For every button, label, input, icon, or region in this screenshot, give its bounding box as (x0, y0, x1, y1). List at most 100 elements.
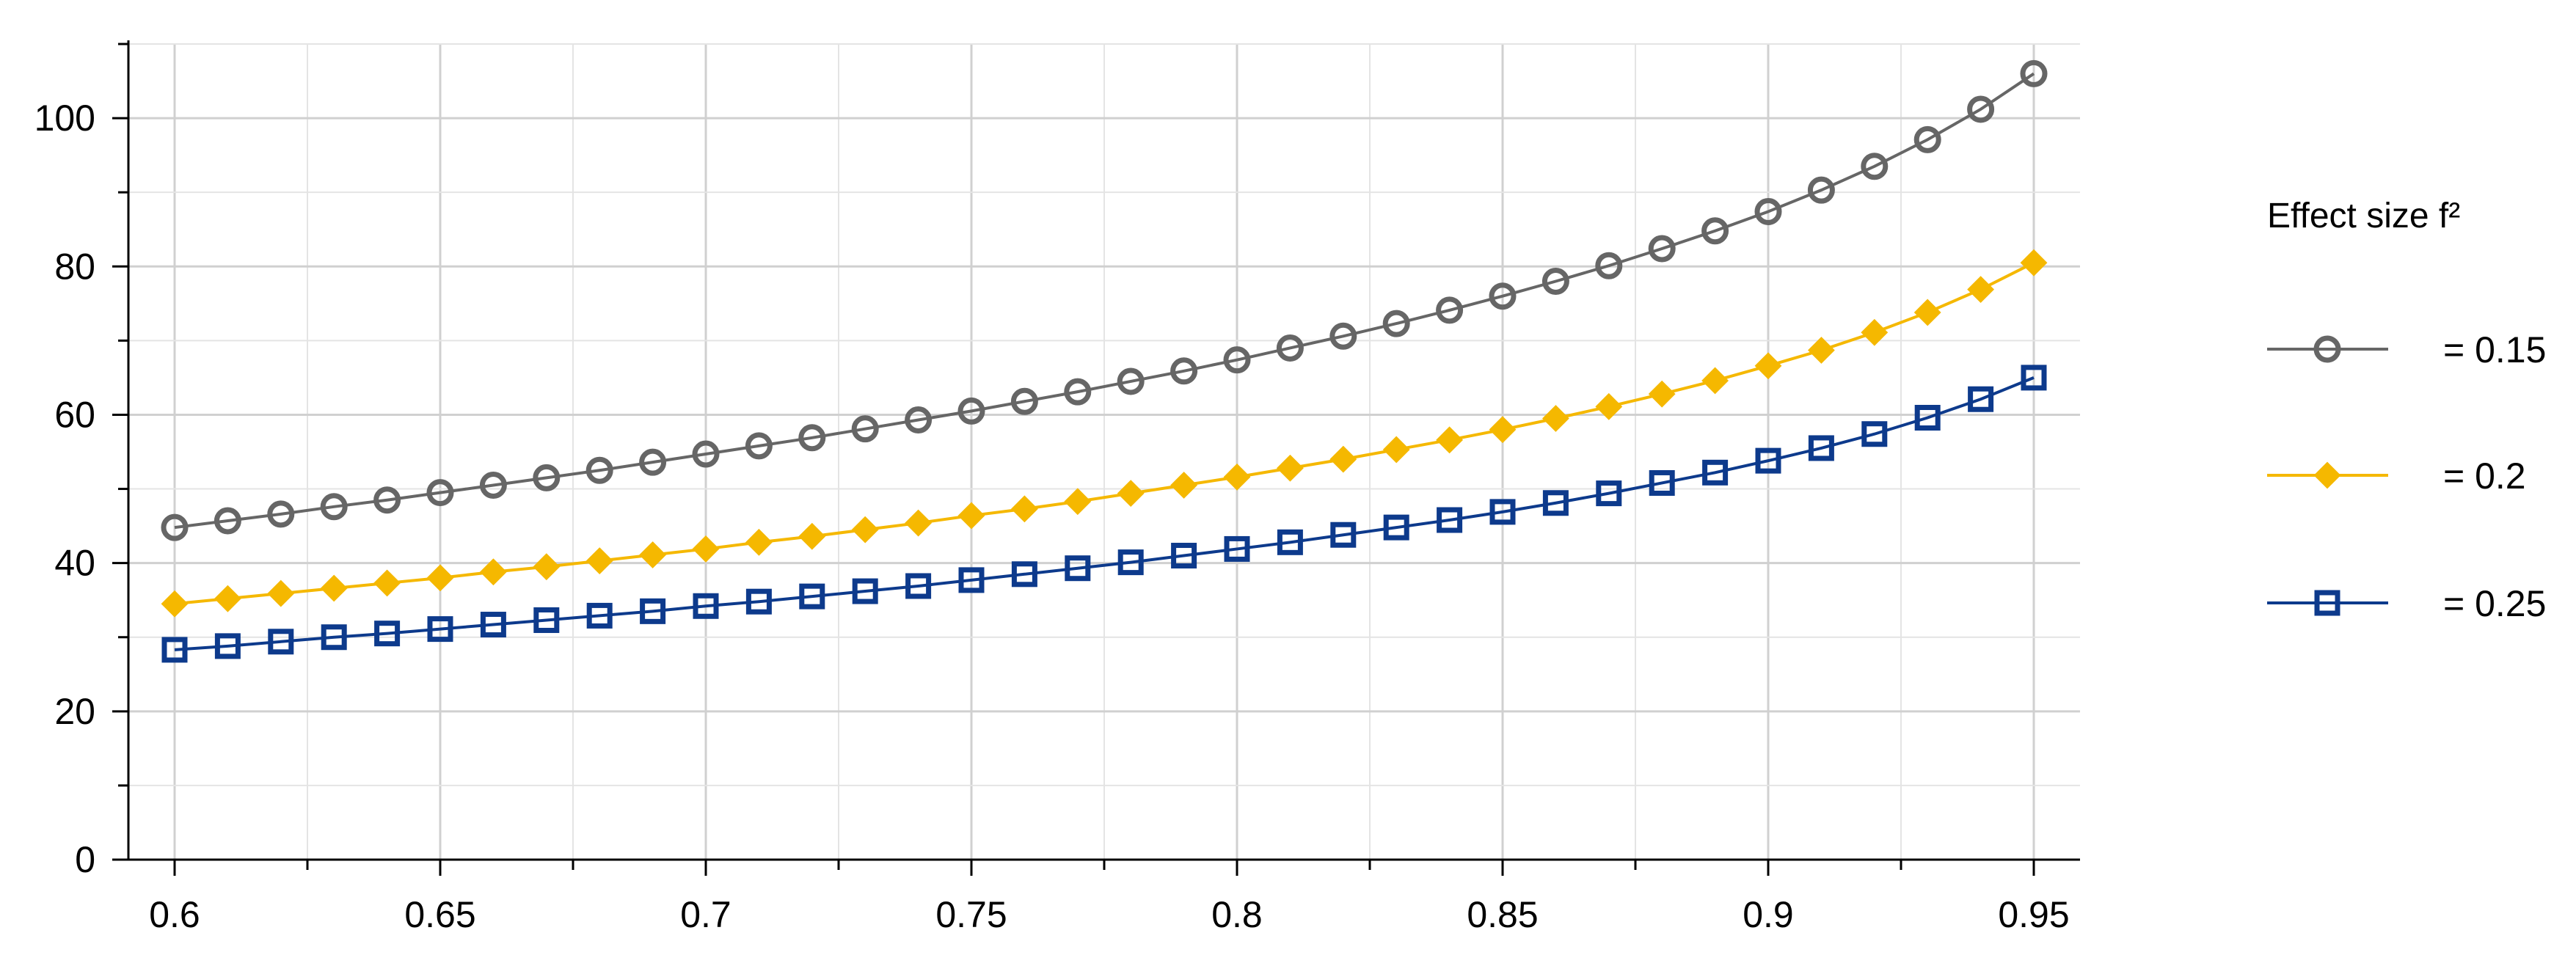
data-point (1967, 276, 1995, 304)
data-point (1541, 405, 1569, 432)
data-point (1170, 357, 1198, 385)
data-point (1913, 125, 1941, 153)
data-point (1223, 346, 1251, 374)
data-point (373, 569, 401, 597)
x-tick-label: 0.85 (1467, 894, 1538, 935)
data-point (1755, 447, 1781, 474)
data-point (268, 629, 294, 655)
data-point (639, 541, 667, 568)
data-point (1437, 507, 1463, 533)
data-point (1489, 282, 1517, 310)
legend-swatch-marker (2313, 335, 2341, 363)
data-point (1383, 514, 1409, 541)
data-point (1329, 322, 1357, 350)
data-point (479, 558, 507, 586)
data-point (1223, 463, 1251, 491)
data-point (745, 528, 773, 556)
data-point (1010, 495, 1038, 523)
data-point (1754, 352, 1782, 380)
data-point (1968, 386, 1994, 412)
data-point (1330, 522, 1357, 548)
data-point (2021, 365, 2047, 391)
x-tick-label: 0.65 (404, 894, 475, 935)
legend-label: = 0.25 (2443, 583, 2546, 624)
data-point (426, 564, 454, 592)
series-2 (161, 249, 2048, 618)
data-point (1967, 95, 1995, 123)
data-point (1064, 488, 1092, 516)
data-point (1276, 454, 1304, 482)
legend-item: = 0.2 (2267, 455, 2526, 497)
legend-item: = 0.15 (2267, 329, 2546, 370)
data-point (321, 624, 347, 651)
data-point (320, 493, 348, 521)
data-point (1489, 416, 1517, 444)
data-point (320, 574, 348, 602)
data-point (1117, 367, 1145, 395)
legend-label: = 0.15 (2443, 329, 2546, 370)
data-point (1171, 543, 1197, 569)
y-axis-ticks: 0 20 40 60 80 100 (34, 43, 128, 880)
data-point (1648, 235, 1676, 263)
data-point (1914, 404, 1941, 431)
data-point (1436, 426, 1464, 454)
data-point (1702, 459, 1729, 486)
data-point (267, 579, 295, 607)
data-point (427, 616, 453, 643)
data-point (374, 621, 401, 647)
data-point (479, 471, 507, 499)
data-point (851, 516, 879, 544)
data-point (1117, 549, 1144, 576)
data-point (214, 633, 241, 659)
data-point (1807, 176, 1835, 204)
grid (128, 43, 2080, 860)
x-tick-label: 0.75 (935, 894, 1007, 935)
data-point (373, 486, 401, 514)
data-point (798, 522, 826, 550)
data-point (267, 500, 295, 528)
data-point (745, 588, 772, 615)
data-point (799, 583, 825, 610)
data-point (905, 573, 932, 599)
data-point (1648, 380, 1676, 408)
data-point (852, 578, 878, 604)
data-point (957, 502, 985, 530)
data-point (2020, 249, 2048, 277)
legend-swatch-marker (2313, 461, 2341, 489)
data-point (1170, 472, 1198, 499)
legend-swatch-marker (2314, 590, 2340, 616)
x-tick-label: 0.7 (680, 894, 731, 935)
y-tick-label: 20 (54, 691, 95, 732)
data-point (1595, 392, 1623, 420)
data-point (1329, 445, 1357, 473)
data-point (1807, 337, 1835, 364)
data-point (640, 598, 666, 624)
data-point (692, 440, 720, 468)
x-tick-label: 0.9 (1743, 894, 1794, 935)
data-point (851, 415, 879, 443)
data-point (585, 547, 613, 575)
series-1 (161, 59, 2048, 541)
data-point (1382, 310, 1410, 337)
y-tick-label: 60 (54, 394, 95, 435)
data-point (533, 607, 560, 633)
data-point (1595, 252, 1623, 279)
data-point (214, 585, 241, 612)
data-point (798, 424, 826, 452)
data-point (1541, 267, 1569, 295)
data-point (1861, 153, 1889, 180)
data-point (1701, 217, 1729, 245)
legend-title: Effect size f² (2267, 197, 2460, 235)
data-point (1701, 367, 1729, 395)
data-point (1649, 469, 1675, 496)
data-point (161, 637, 188, 663)
data-point (1861, 318, 1889, 346)
data-point (745, 432, 773, 460)
data-point (2020, 59, 2048, 87)
x-tick-label: 0.8 (1211, 894, 1263, 935)
data-point (1382, 436, 1410, 464)
series-3 (161, 365, 2047, 663)
data-point (426, 479, 454, 507)
x-tick-label: 0.6 (149, 894, 200, 935)
